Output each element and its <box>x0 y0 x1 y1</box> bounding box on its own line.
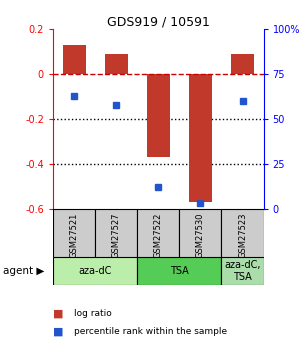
Bar <box>62 45 86 74</box>
Text: GSM27527: GSM27527 <box>112 213 121 258</box>
Bar <box>137 257 221 285</box>
Bar <box>189 74 212 202</box>
Bar <box>53 209 95 257</box>
Text: percentile rank within the sample: percentile rank within the sample <box>74 327 227 336</box>
Bar <box>53 257 137 285</box>
Text: ■: ■ <box>53 309 64 319</box>
Bar <box>147 74 170 157</box>
Bar <box>95 209 137 257</box>
Text: GSM27522: GSM27522 <box>154 213 163 258</box>
Text: GSM27530: GSM27530 <box>196 213 205 258</box>
Text: ■: ■ <box>53 326 64 336</box>
Text: GSM27523: GSM27523 <box>238 213 247 258</box>
Bar <box>221 257 264 285</box>
Bar <box>221 209 264 257</box>
Title: GDS919 / 10591: GDS919 / 10591 <box>107 15 210 28</box>
Text: GSM27521: GSM27521 <box>70 213 78 258</box>
Bar <box>137 209 179 257</box>
Bar <box>105 54 128 74</box>
Text: aza-dC,
TSA: aza-dC, TSA <box>224 260 261 282</box>
Text: aza-dC: aza-dC <box>78 266 112 276</box>
Bar <box>179 209 221 257</box>
Text: agent ▶: agent ▶ <box>3 266 45 276</box>
Text: TSA: TSA <box>170 266 189 276</box>
Bar <box>231 54 254 74</box>
Text: log ratio: log ratio <box>74 309 112 318</box>
